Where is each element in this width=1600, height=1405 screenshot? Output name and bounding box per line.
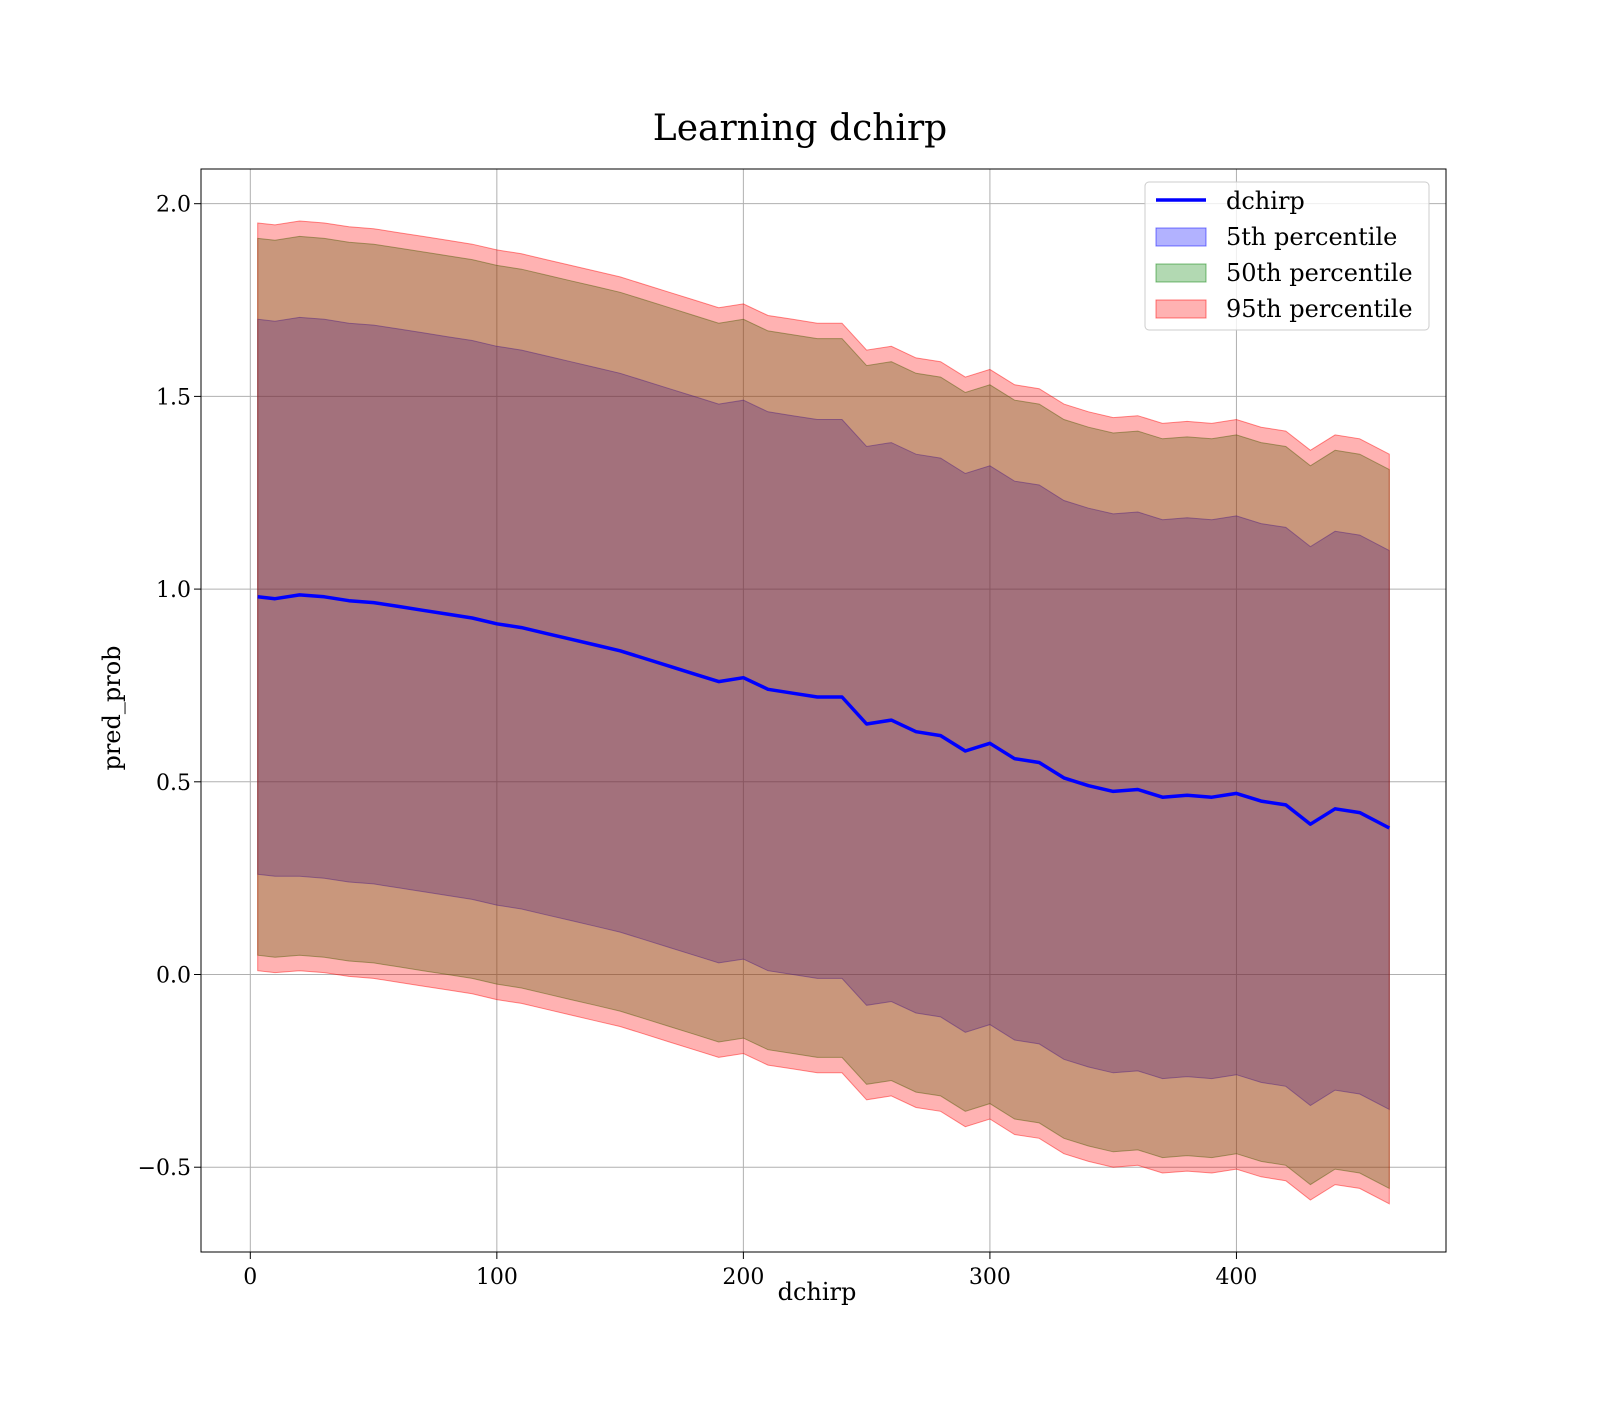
legend-label-dchirp: dchirp: [1226, 187, 1305, 215]
band-95th-percentile: [258, 221, 1390, 1204]
y-tick-label: 1.0: [156, 578, 191, 603]
x-tick-label: 100: [476, 1265, 518, 1290]
y-tick-label: −0.5: [138, 1156, 191, 1181]
y-axis-label: pred_prob: [98, 645, 126, 770]
y-tick-label: 0.0: [156, 964, 191, 989]
legend-label-50th: 50th percentile: [1226, 259, 1413, 287]
legend-swatch-5th: [1156, 228, 1206, 246]
legend-label-5th: 5th percentile: [1226, 223, 1397, 251]
legend-swatch-95th: [1156, 300, 1206, 318]
y-tick-label: 1.5: [156, 385, 191, 410]
x-axis-label: dchirp: [778, 1278, 857, 1306]
legend-label-95th: 95th percentile: [1226, 295, 1413, 323]
legend-swatch-50th: [1156, 264, 1206, 282]
x-tick-label: 300: [969, 1265, 1011, 1290]
y-tick-label: 2.0: [156, 193, 191, 218]
x-tick-label: 400: [1215, 1265, 1257, 1290]
band-layer: [258, 221, 1390, 1204]
x-tick-label: 0: [243, 1265, 257, 1290]
x-tick-label: 200: [722, 1265, 764, 1290]
y-tick-label: 0.5: [156, 771, 191, 796]
chart-title: Learning dchirp: [653, 108, 947, 149]
legend: dchirp 5th percentile 50th percentile 95…: [1145, 182, 1429, 330]
